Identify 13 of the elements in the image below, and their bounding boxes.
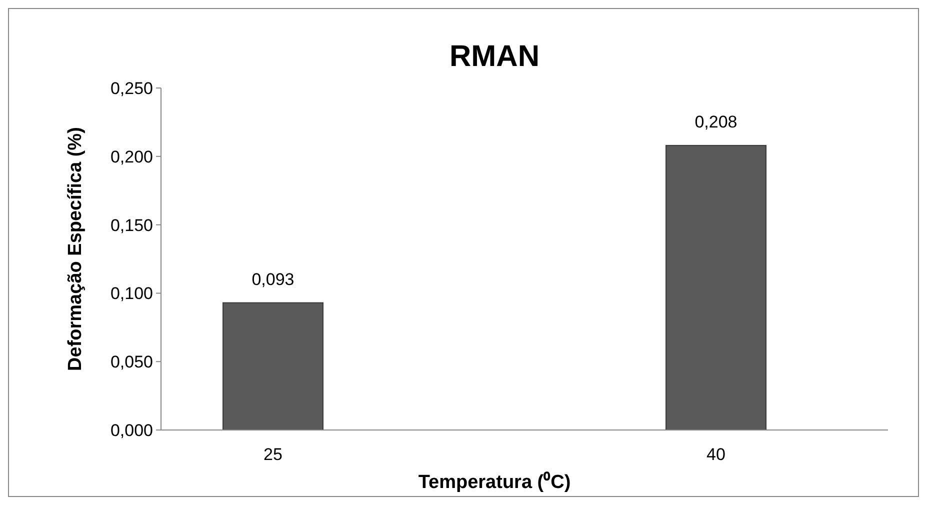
y-tick-label: 0,250 — [110, 78, 153, 98]
y-tick-label: 0,000 — [110, 420, 153, 440]
x-tick-label: 40 — [706, 444, 726, 464]
chart-title: RMAN — [450, 40, 540, 73]
y-tick-label: 0,150 — [110, 216, 153, 235]
data-label: 0,093 — [252, 270, 294, 289]
y-tick-label: 0,050 — [110, 352, 153, 372]
y-tick-label: 0,100 — [110, 284, 153, 304]
x-tick-label: 25 — [264, 444, 282, 464]
y-tick-label: 0,200 — [110, 147, 153, 166]
data-label: 0,208 — [694, 112, 738, 132]
x-axis-title: Temperatura (⁰C) — [418, 471, 571, 493]
y-axis-title: Deformação Específica (%) — [65, 127, 86, 371]
